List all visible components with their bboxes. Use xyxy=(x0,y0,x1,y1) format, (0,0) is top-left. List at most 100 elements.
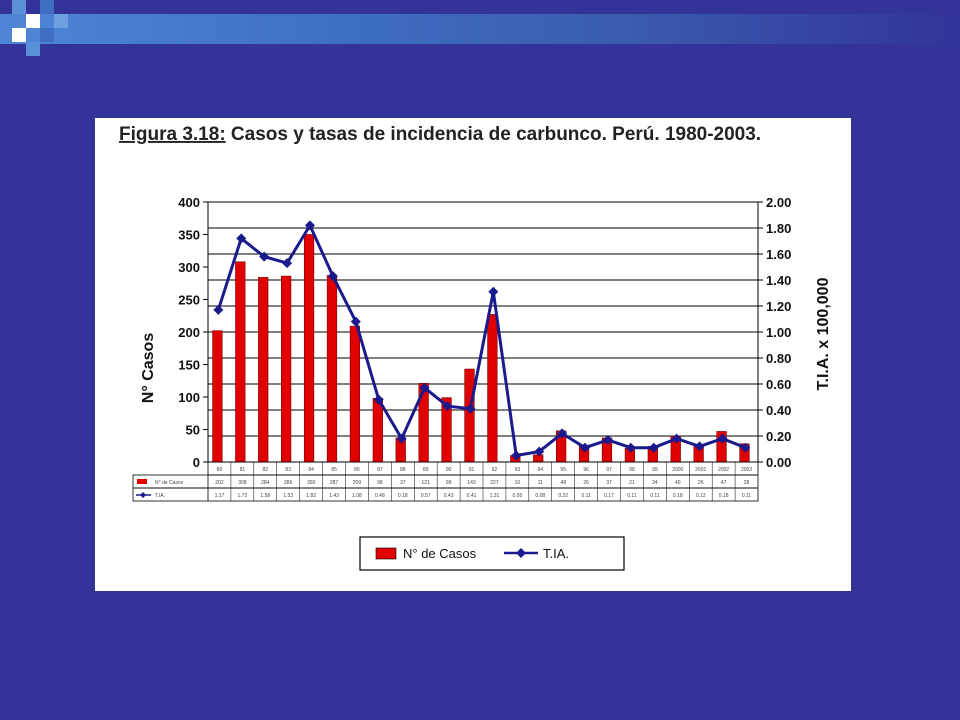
table-cell: 11 xyxy=(538,480,543,486)
tia-point xyxy=(259,251,270,262)
x-tick-label: 87 xyxy=(377,467,383,473)
x-tick-label: 2003 xyxy=(741,467,752,473)
table-cell: 308 xyxy=(238,480,247,486)
axes-layer: 0.00 0.20 0.40 0.60 0.80 1.00 1.20 1.40 1.60 1.80… xyxy=(178,195,791,470)
y-right-tick-label: 1.00 xyxy=(766,325,791,340)
x-tick-label: 85 xyxy=(331,467,337,473)
x-tick-label: 93 xyxy=(515,467,521,473)
table-cell: 1.82 xyxy=(306,493,316,499)
legend-marker-tia xyxy=(516,548,526,558)
tia-point xyxy=(694,441,705,452)
deco-square xyxy=(40,0,54,14)
tia-point xyxy=(557,428,568,439)
tia-point xyxy=(579,442,590,453)
table-cell: 0.18 xyxy=(719,493,729,499)
tia-point xyxy=(350,316,361,327)
x-tick-label: 2000 xyxy=(672,467,683,473)
tia-point xyxy=(304,220,315,231)
tia-point xyxy=(717,433,728,444)
table-cell: 40 xyxy=(675,480,681,486)
x-tick-label: 98 xyxy=(629,467,635,473)
slide-corner-decoration xyxy=(0,0,80,60)
y-right-tick-label: 0.80 xyxy=(766,351,791,366)
y-left-tick-label: 350 xyxy=(178,228,200,243)
chart-title: Figura 3.18: Casos y tasas de incidencia… xyxy=(119,124,761,145)
table-cell: 48 xyxy=(560,480,566,486)
tia-point xyxy=(671,433,682,444)
deco-square xyxy=(26,42,40,56)
table-cell: 1.17 xyxy=(215,493,225,499)
y-left-tick-label: 0 xyxy=(193,455,200,470)
table-cell: 143 xyxy=(467,480,476,486)
y-right-tick-label: 1.60 xyxy=(766,247,791,262)
table-cell: 0.12 xyxy=(696,493,706,499)
table-cell: 227 xyxy=(490,480,499,486)
legend: N° de Casos T.IA. xyxy=(359,536,625,571)
tia-point xyxy=(236,233,247,244)
tia-point xyxy=(213,304,224,315)
x-tick-label: 97 xyxy=(606,467,612,473)
table-cell: 0.43 xyxy=(444,493,454,499)
y-left-tick-label: 100 xyxy=(178,390,200,405)
deco-square xyxy=(54,14,68,28)
bar-casos xyxy=(372,397,383,463)
x-tick-label: 81 xyxy=(240,467,246,473)
y-right-tick-label: 1.40 xyxy=(766,273,791,288)
bars-layer xyxy=(212,234,750,463)
x-tick-label: 94 xyxy=(538,467,544,473)
x-tick-label: 86 xyxy=(354,467,360,473)
table-cell: 10 xyxy=(515,480,521,486)
table-cell: 26 xyxy=(698,480,704,486)
table-cell: 1.72 xyxy=(238,493,248,499)
table-cell: 0.57 xyxy=(421,493,431,499)
x-tick-label: 2002 xyxy=(718,467,729,473)
y-left-tick-label: 50 xyxy=(186,423,200,438)
chart-title-main: Casos y tasas de incidencia de carbunco.… xyxy=(226,124,761,145)
deco-square xyxy=(12,28,26,42)
bar-casos xyxy=(258,277,269,463)
slide-top-band xyxy=(0,14,960,44)
legend-swatch-casos xyxy=(375,547,397,560)
bar-casos xyxy=(235,261,246,463)
tia-point xyxy=(740,442,751,453)
x-tick-label: 2001 xyxy=(695,467,706,473)
tia-point xyxy=(373,394,384,405)
y-axis-left-title: N° Casos xyxy=(140,333,157,404)
tia-point xyxy=(282,258,293,269)
tia-point xyxy=(625,442,636,453)
table-row-label: T.IA. xyxy=(155,493,165,499)
table-cell: 0.05 xyxy=(513,493,523,499)
table-key-casos xyxy=(137,479,147,484)
table-cell: 1.53 xyxy=(283,493,293,499)
x-tick-label: 88 xyxy=(400,467,406,473)
table-cell: 0.48 xyxy=(375,493,385,499)
chart-panel: Figura 3.18: Casos y tasas de incidencia… xyxy=(95,118,851,591)
table-cell: 98 xyxy=(377,480,383,486)
y-right-tick-label: 1.80 xyxy=(766,221,791,236)
table-key-tia-marker xyxy=(140,492,146,498)
x-tick-label: 82 xyxy=(263,467,269,473)
table-cell: 1.08 xyxy=(352,493,362,499)
tia-point xyxy=(442,401,453,412)
x-tick-label: 91 xyxy=(469,467,475,473)
x-tick-label: 90 xyxy=(446,467,452,473)
bar-casos xyxy=(533,454,544,463)
table-cell: 0.11 xyxy=(627,493,637,499)
table-cell: 1.58 xyxy=(260,493,270,499)
table-row xyxy=(132,487,759,502)
table-cell: 0.18 xyxy=(398,493,408,499)
x-tick-label: 92 xyxy=(492,467,498,473)
legend-box xyxy=(359,536,625,571)
y-axis-right-title: T.I.A. x 100,000 xyxy=(815,277,832,390)
tia-point xyxy=(327,271,338,282)
grid-layer xyxy=(207,201,759,463)
table-cell: 209 xyxy=(353,480,362,486)
x-tick-label: 99 xyxy=(652,467,658,473)
table-cell: 0.41 xyxy=(467,493,477,499)
x-tick-label: 83 xyxy=(285,467,291,473)
table-row-label: N° de Casos xyxy=(155,480,184,486)
x-tick-label: 89 xyxy=(423,467,429,473)
bar-casos xyxy=(303,234,315,463)
x-tick-label: 95 xyxy=(560,467,566,473)
tia-point xyxy=(396,433,407,444)
